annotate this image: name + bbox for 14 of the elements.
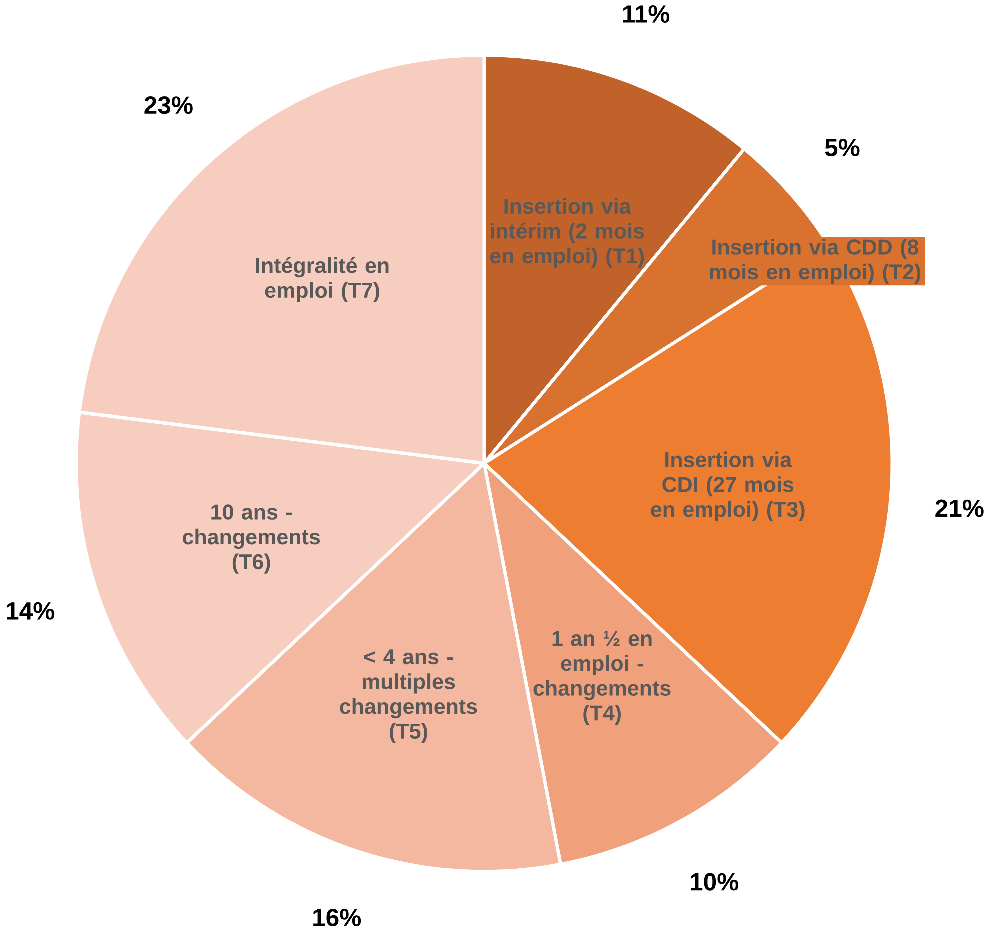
- slice-label: Insertion via CDD (8 mois en emploi) (T2): [710, 239, 921, 284]
- data-label: 11%: [623, 5, 670, 23]
- data-label: 14%: [7, 602, 55, 620]
- data-label: 23%: [144, 96, 193, 114]
- slice-label: 10 ans - changements (T6): [183, 504, 320, 574]
- slice-label: < 4 ans - multiples changements (T5): [340, 650, 478, 744]
- data-label: 21%: [936, 500, 984, 518]
- slice-label: Insertion via intérim (2 mois en emploi) (T1): [490, 198, 644, 268]
- slice-label: 1 an ½ en emploi - changements (T4): [534, 631, 671, 726]
- slice-label: Insertion via CDI (27 mois en emploi) (T3): [651, 452, 805, 522]
- data-label: 10%: [691, 873, 739, 891]
- data-label: 5%: [825, 138, 860, 156]
- data-label: 16%: [314, 908, 362, 927]
- slice-label: Intégralité en emploi (T7): [256, 257, 389, 302]
